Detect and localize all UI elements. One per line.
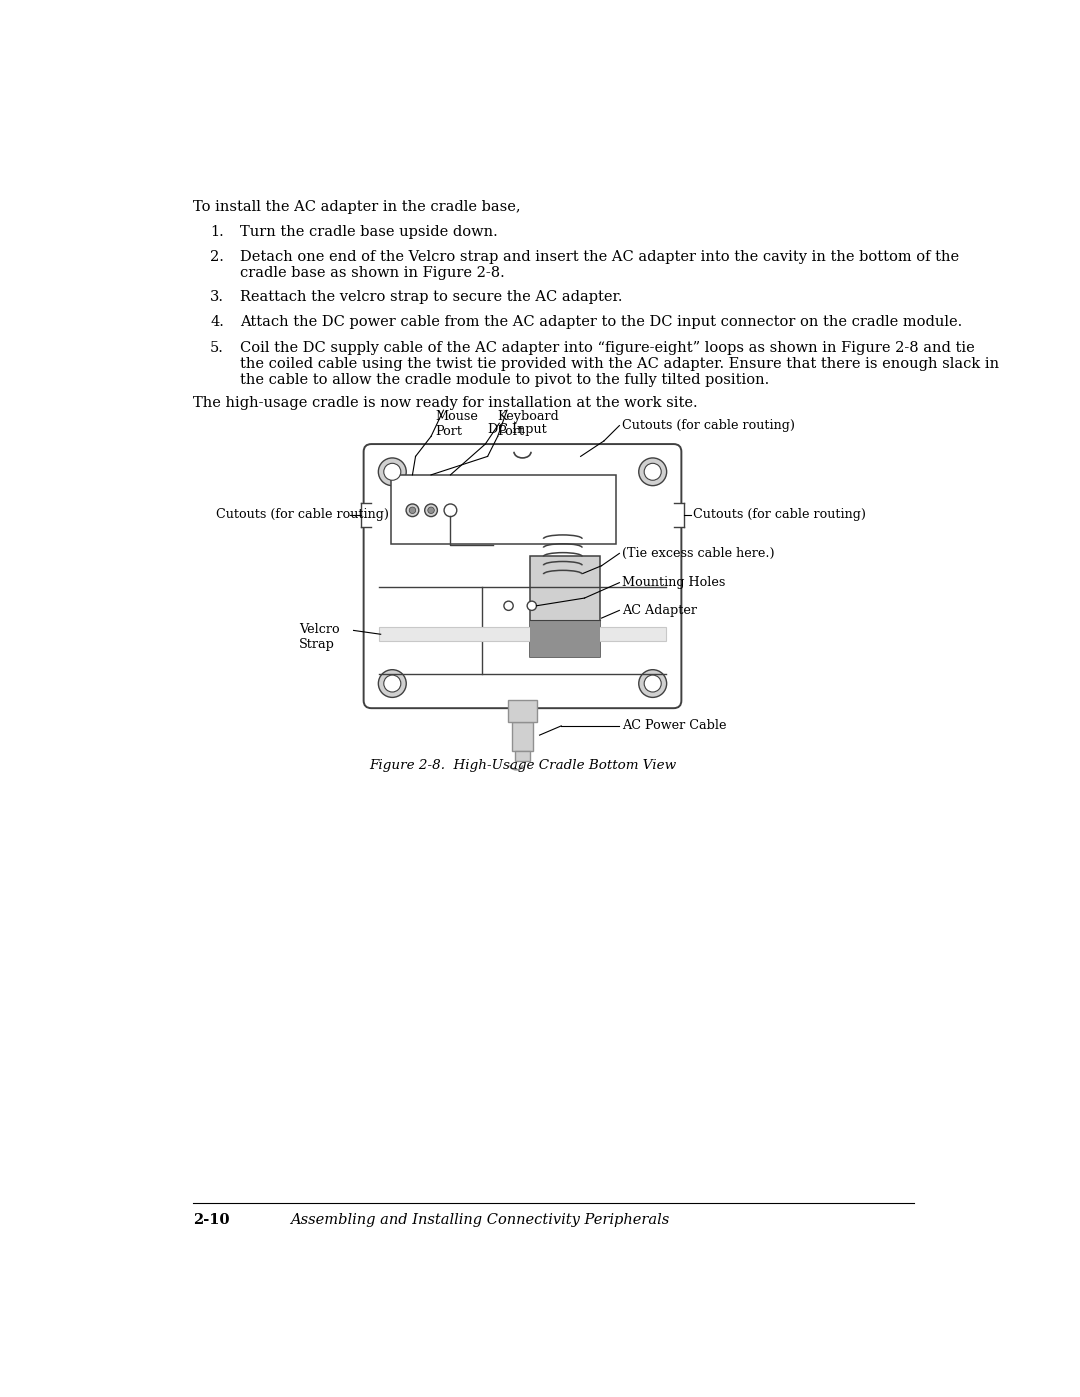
Circle shape xyxy=(527,601,537,610)
Text: Velcro
Strap: Velcro Strap xyxy=(299,623,340,651)
Bar xyxy=(379,627,666,641)
Bar xyxy=(530,556,600,657)
Text: 4.: 4. xyxy=(211,314,224,328)
Text: 2-10: 2-10 xyxy=(193,1213,230,1227)
Text: Reattach the velcro strap to secure the AC adapter.: Reattach the velcro strap to secure the … xyxy=(240,291,622,305)
Circle shape xyxy=(638,669,666,697)
Bar xyxy=(361,503,372,527)
Text: To install the AC adapter in the cradle base,: To install the AC adapter in the cradle … xyxy=(193,200,521,214)
Circle shape xyxy=(383,464,401,481)
Text: AC Power Cable: AC Power Cable xyxy=(622,719,726,732)
Circle shape xyxy=(424,504,437,517)
Circle shape xyxy=(638,458,666,486)
FancyBboxPatch shape xyxy=(364,444,681,708)
Bar xyxy=(674,503,685,527)
Bar xyxy=(391,475,616,545)
Text: DC Input: DC Input xyxy=(488,423,546,436)
Bar xyxy=(515,752,530,760)
Circle shape xyxy=(444,504,457,517)
Circle shape xyxy=(644,464,661,481)
Text: Detach one end of the Velcro strap and insert the AC adapter into the cavity in : Detach one end of the Velcro strap and i… xyxy=(240,250,959,281)
Text: Mouse
Port: Mouse Port xyxy=(435,411,478,439)
Text: Turn the cradle base upside down.: Turn the cradle base upside down. xyxy=(240,225,498,239)
Circle shape xyxy=(428,507,434,514)
Bar xyxy=(530,620,600,657)
Text: 2.: 2. xyxy=(211,250,224,264)
Circle shape xyxy=(378,669,406,697)
Circle shape xyxy=(406,504,419,517)
Circle shape xyxy=(644,675,661,692)
Text: The high-usage cradle is now ready for installation at the work site.: The high-usage cradle is now ready for i… xyxy=(193,397,698,411)
Text: 1.: 1. xyxy=(211,225,224,239)
Text: AC Adapter: AC Adapter xyxy=(622,604,697,617)
Circle shape xyxy=(378,458,406,486)
Bar xyxy=(512,722,534,752)
Text: Attach the DC power cable from the AC adapter to the DC input connector on the c: Attach the DC power cable from the AC ad… xyxy=(240,314,962,328)
Bar xyxy=(379,587,482,673)
Text: Mounting Holes: Mounting Holes xyxy=(622,576,725,590)
Text: 5.: 5. xyxy=(211,341,224,355)
Bar xyxy=(508,700,537,722)
Text: Cutouts (for cable routing): Cutouts (for cable routing) xyxy=(216,509,390,521)
Text: Coil the DC supply cable of the AC adapter into “figure-eight” loops as shown in: Coil the DC supply cable of the AC adapt… xyxy=(240,341,999,387)
Text: Cutouts (for cable routing): Cutouts (for cable routing) xyxy=(622,419,795,432)
Text: 3.: 3. xyxy=(211,291,225,305)
Text: Figure 2-8.  High-Usage Cradle Bottom View: Figure 2-8. High-Usage Cradle Bottom Vie… xyxy=(369,760,676,773)
Text: Assembling and Installing Connectivity Peripherals: Assembling and Installing Connectivity P… xyxy=(291,1213,670,1227)
Text: (Tie excess cable here.): (Tie excess cable here.) xyxy=(622,546,774,560)
Circle shape xyxy=(504,601,513,610)
Circle shape xyxy=(409,507,416,514)
Text: Cutouts (for cable routing): Cutouts (for cable routing) xyxy=(693,509,866,521)
Text: Keyboard
Port: Keyboard Port xyxy=(498,411,559,439)
Circle shape xyxy=(383,675,401,692)
